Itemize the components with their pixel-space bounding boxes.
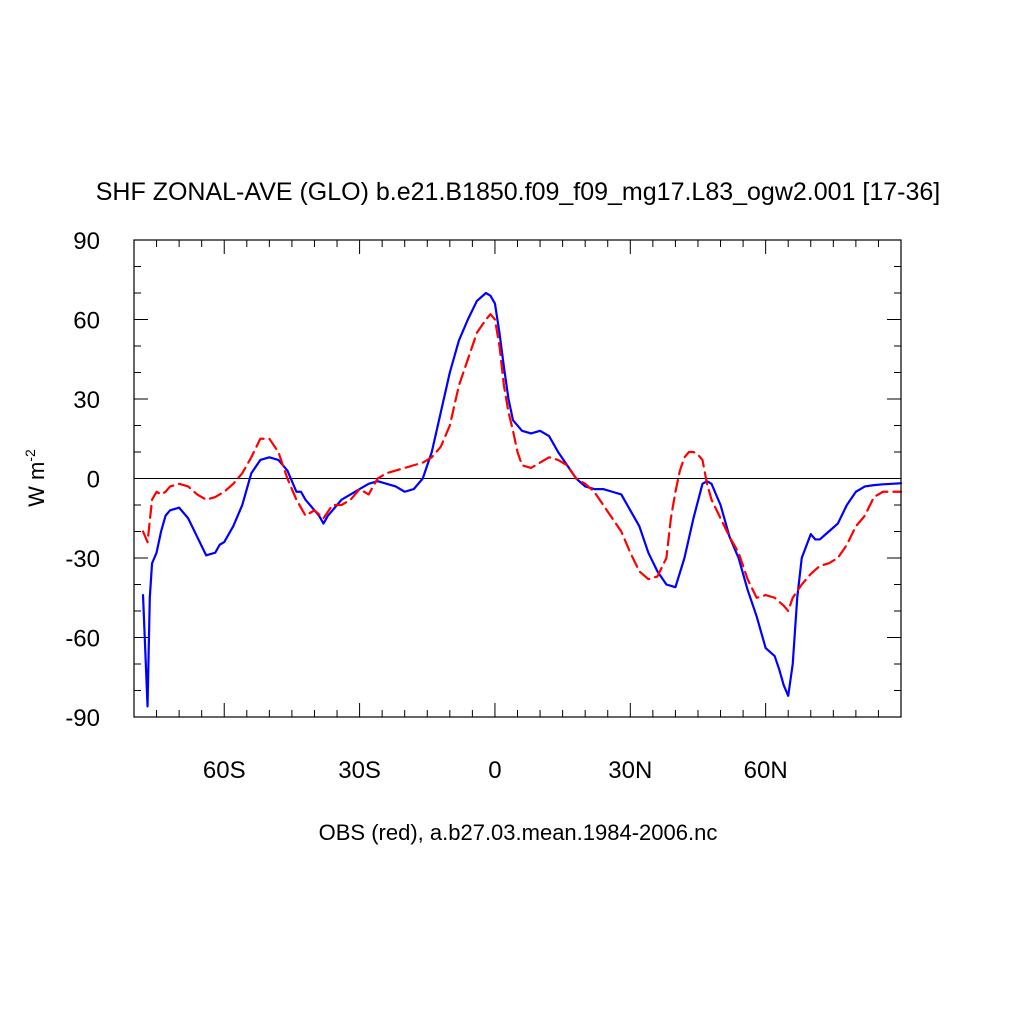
y-tick-label: 90 [73, 228, 100, 255]
x-tick-label: 0 [488, 757, 501, 784]
model-series-line [141, 291, 903, 708]
x-tick-label: 30S [338, 757, 381, 784]
y-tick-label: -60 [65, 626, 100, 653]
obs-series-line [141, 313, 903, 613]
x-tick-label: 60S [203, 757, 246, 784]
y-axis-label: W m-2 [22, 449, 49, 507]
y-axis-label-superscript: -2 [22, 449, 38, 462]
plot-frame [133, 239, 902, 718]
x-axis-caption: OBS (red), a.b27.03.mean.1984-2006.nc [319, 820, 718, 845]
y-tick-label: 0 [87, 467, 100, 494]
y-tick-label: 60 [73, 308, 100, 335]
chart-title: SHF ZONAL-AVE (GLO) b.e21.B1850.f09_f09_… [96, 178, 940, 206]
y-tick-label: 30 [73, 387, 100, 414]
x-tick-label: 30N [608, 757, 652, 784]
x-tick-label: 60N [744, 757, 788, 784]
plot-area: 60S 30S 0 30N 60N 90 60 30 0 -30 -60 -90 [65, 228, 903, 784]
y-axis-label-text: W m [24, 462, 49, 507]
svg-text:W m-2: W m-2 [22, 449, 49, 507]
y-tick-label: -90 [65, 705, 100, 732]
y-tick-label: -30 [65, 546, 100, 573]
